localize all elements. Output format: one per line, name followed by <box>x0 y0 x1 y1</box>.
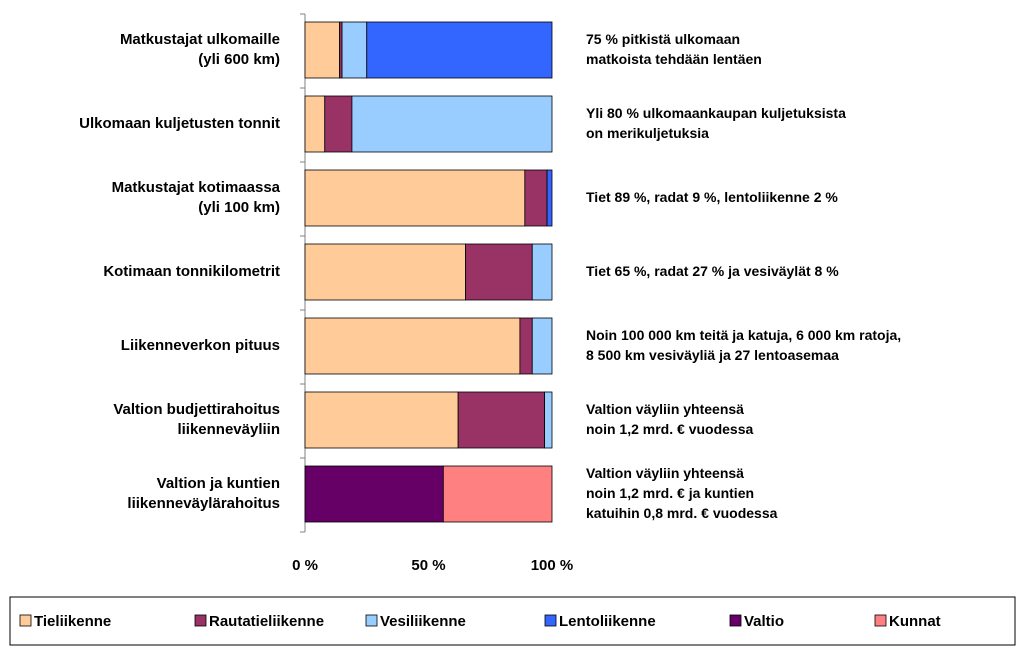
bar-segment <box>531 243 553 301</box>
bar-segment <box>341 21 368 79</box>
bar-segment <box>519 317 533 375</box>
bar-segment <box>324 95 353 153</box>
legend-label: Rautatieliikenne <box>209 613 324 630</box>
legend-label: Lentoliikenne <box>559 613 656 630</box>
bar-segment <box>544 391 553 449</box>
annotation: Noin 100 000 km teitä ja katuja, 6 000 k… <box>586 327 901 363</box>
legend-label: Tieliikenne <box>34 613 111 630</box>
category-label: Valtion ja kuntien liikenneväylärahoitus <box>127 475 280 512</box>
bar-segment <box>304 243 466 301</box>
x-tick-label: 100 % <box>531 557 574 574</box>
bar-segment <box>304 317 521 375</box>
x-tick-label: 0 % <box>292 557 318 574</box>
legend-label: Vesiliikenne <box>380 613 466 630</box>
category-label: Valtion budjettirahoitus liikenneväyliin <box>113 401 280 438</box>
bar-segment <box>366 21 553 79</box>
bar-segment <box>442 465 553 523</box>
bar-segment <box>546 169 553 227</box>
legend-swatch <box>365 614 378 627</box>
bar-segment <box>524 169 548 227</box>
annotation: 75 % pitkistä ulkomaan matkoista tehdään … <box>586 31 762 67</box>
bar-segment <box>304 465 444 523</box>
annotation: Yli 80 % ulkomaankaupan kuljetuksista on … <box>586 105 846 141</box>
legend-label: Valtio <box>744 613 784 630</box>
bar-segment <box>304 21 340 79</box>
legend-swatch <box>874 614 887 627</box>
category-label: Matkustajat kotimaassa (yli 100 km) <box>112 179 281 216</box>
legend-swatch <box>194 614 207 627</box>
category-label: Matkustajat ulkomaille (yli 600 km) <box>120 31 280 68</box>
annotation: Valtion väyliin yhteensä noin 1,2 mrd. € … <box>586 465 778 521</box>
legend-swatch <box>729 614 742 627</box>
bar-segment <box>531 317 553 375</box>
bar-segment <box>304 169 526 227</box>
legend-swatch <box>544 614 557 627</box>
bar-segment <box>304 391 459 449</box>
legend-swatch <box>19 614 32 627</box>
bar-segment <box>304 95 326 153</box>
bar-segment <box>465 243 533 301</box>
annotation: Valtion väyliin yhteensä noin 1,2 mrd. € … <box>586 401 753 437</box>
annotation: Tiet 89 %, radat 9 %, lentoliikenne 2 % <box>586 189 838 205</box>
category-label: Kotimaan tonnikilometrit <box>103 263 280 280</box>
x-tick-label: 50 % <box>411 557 445 574</box>
bar-segment <box>351 95 553 153</box>
legend-box <box>9 596 1016 646</box>
category-label: Ulkomaan kuljetusten tonnit <box>79 115 280 132</box>
bar-segment <box>457 391 545 449</box>
annotation: Tiet 65 %, radat 27 % ja vesiväylät 8 % <box>586 263 839 279</box>
legend-label: Kunnat <box>889 613 941 630</box>
category-label: Liikenneverkon pituus <box>121 337 280 354</box>
